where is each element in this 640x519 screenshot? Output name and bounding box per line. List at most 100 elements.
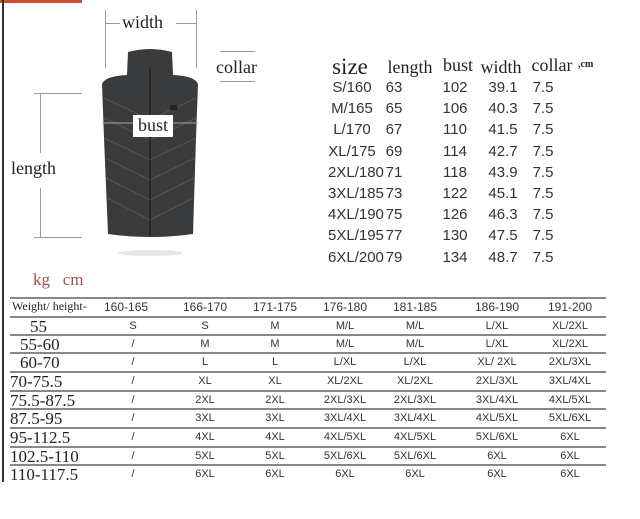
row-divider: [10, 464, 606, 466]
size-cell: 48.7: [488, 248, 518, 266]
size-cell: 118: [443, 163, 467, 181]
weight-cell: 102.5-110: [10, 447, 79, 466]
weight-cell: 70-75.5: [10, 372, 63, 391]
size-cell: 3XL/185: [328, 185, 384, 202]
size-cell: M/L: [405, 338, 425, 350]
size-cell: 2XL/3XL: [393, 394, 437, 406]
length-label: length: [11, 158, 56, 178]
size-cell: 2XL/3XL: [548, 356, 592, 368]
size-cell: M: [270, 338, 280, 350]
row-divider: [10, 427, 606, 429]
size-cell: XL: [198, 375, 212, 387]
row-divider: [10, 334, 606, 336]
size-cell: XL/2XL: [551, 320, 589, 332]
size-cell: 3XL: [195, 412, 215, 424]
size-cell: 40.3: [488, 100, 518, 118]
size-cell: 2XL/3XL: [323, 394, 367, 406]
size-cell: XL/2XL: [551, 338, 589, 350]
accent-bar: [0, 0, 82, 3]
size-cell: 6XL: [195, 468, 215, 480]
size-cell: 39.1: [488, 79, 518, 96]
size-cell: 6XL: [487, 468, 507, 480]
size-cell: 5XL/195: [328, 227, 384, 245]
size-cell: 43.9: [488, 163, 518, 181]
size-cell: 6XL: [560, 468, 580, 480]
height-header: 171-175: [252, 300, 298, 314]
size-cell: 3XL/4XL: [548, 375, 592, 387]
size-cell: XL: [268, 375, 282, 387]
size-cell: 114: [443, 142, 467, 160]
size-cell: 4XL/190: [328, 206, 384, 224]
size-cell: 7.5: [532, 142, 554, 160]
size-cell: 47.5: [488, 227, 518, 245]
size-cell: 7.5: [532, 206, 554, 224]
size-cell: L/XL: [485, 320, 509, 332]
row-divider: [10, 408, 606, 410]
size-cell: 63: [385, 79, 403, 96]
size-cell: /: [131, 394, 135, 406]
size-cell: L/XL: [403, 356, 427, 368]
size-cell: 7.5: [532, 227, 554, 245]
size-cell: XL/2XL: [396, 375, 434, 387]
size-cell: 79: [385, 248, 403, 266]
corner-label: Weight/ height-: [12, 299, 87, 313]
size-cell: XL/ 2XL: [477, 356, 517, 368]
size-cell: L/XL: [333, 356, 357, 368]
row-divider: [10, 446, 606, 448]
units-label: kg cm: [33, 270, 84, 289]
weight-cell: 75.5-87.5: [10, 391, 76, 410]
size-cell: 2XL/180: [328, 163, 384, 181]
header-width: width: [480, 57, 522, 77]
size-cell: 71: [385, 163, 403, 181]
size-cell: 106: [442, 100, 468, 118]
row-divider: [10, 371, 606, 373]
shadow: [118, 250, 183, 256]
weight-cell: 55-60: [20, 335, 60, 354]
row-divider: [10, 352, 606, 354]
size-cell: 4XL/5XL: [475, 412, 519, 424]
size-cell: /: [131, 431, 135, 443]
size-cell: 5XL/6XL: [548, 412, 592, 424]
size-cell: 102: [442, 79, 468, 96]
width-label: width: [122, 12, 164, 32]
size-cell: 5XL/6XL: [475, 431, 519, 443]
size-cell: L: [271, 356, 279, 368]
height-header: 181-185: [392, 300, 438, 314]
size-cell: M: [200, 338, 210, 350]
size-cell: 6XL/200: [328, 248, 384, 266]
size-cell: 7.5: [532, 248, 554, 266]
size-cell: 41.5: [488, 121, 518, 139]
weight-cell: 87.5-95: [10, 409, 63, 428]
size-cell: 6XL: [487, 450, 507, 462]
size-cell: 134: [442, 248, 468, 266]
size-cell: 46.3: [488, 206, 518, 224]
size-cell: 73: [385, 185, 403, 202]
size-cell: 7.5: [532, 121, 554, 139]
size-cell: 69: [385, 142, 403, 160]
size-cell: 7.5: [532, 185, 554, 202]
size-cell: 3XL/4XL: [323, 412, 367, 424]
size-cell: 6XL: [405, 468, 425, 480]
size-cell: 2XL: [195, 394, 215, 406]
size-cell: /: [131, 450, 135, 462]
height-header: 186-190: [474, 300, 520, 314]
size-cell: 7.5: [532, 100, 554, 118]
weight-cell: 55: [30, 317, 47, 336]
size-cell: S: [129, 320, 137, 332]
border-line: [2, 0, 4, 482]
size-cell: 5XL/6XL: [393, 450, 437, 462]
size-cell: 7.5: [532, 79, 554, 96]
row-divider: [10, 390, 606, 392]
size-cell: M: [270, 320, 280, 332]
size-cell: 7.5: [532, 163, 554, 181]
size-cell: M/L: [335, 338, 355, 350]
size-cell: 5XL: [195, 450, 215, 462]
height-header: 160-165: [104, 300, 149, 314]
size-cell: 6XL: [335, 468, 355, 480]
size-cell: /: [131, 375, 135, 387]
size-cell: 130: [442, 227, 468, 245]
size-cell: 77: [385, 227, 403, 245]
size-cell: /: [131, 468, 135, 480]
size-cell: XL/175: [328, 142, 376, 160]
size-cell: 45.1: [488, 185, 518, 202]
